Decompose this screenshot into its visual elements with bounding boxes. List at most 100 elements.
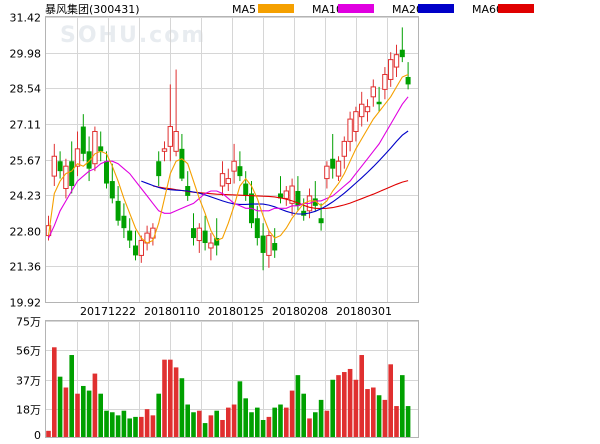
volume-bar [394,406,399,437]
volume-bar [353,379,359,437]
volume-bar [121,410,127,437]
candle-body-down [399,49,405,58]
volume-bar [376,395,382,437]
candle [161,141,168,162]
candle-body-up [347,118,353,142]
candle [51,143,57,187]
legend-label-ma5: MA5 [232,3,256,16]
volume-bar [156,393,161,437]
volume-bar [75,393,80,437]
candle-body-down [254,218,260,239]
candle-body-down [121,215,127,229]
volume-bar [52,347,57,437]
candle-body-down [214,238,220,246]
candle-body-up [283,190,290,199]
price-tick-label: 19.92 [10,297,42,310]
volume-bar [347,368,353,437]
ma-line-ma5 [47,73,409,244]
candle-body-up [225,178,232,185]
candle [364,99,371,122]
volume-bar [208,415,214,437]
volume-bar [405,406,411,437]
volume-bar [127,418,132,437]
volume-bar [359,355,364,437]
price-tick-label: 25.67 [10,155,42,168]
volume-bar [342,372,347,437]
candle [289,178,295,216]
volume-bar [173,367,179,437]
volume-bar [81,385,86,437]
volume-bar [144,409,150,437]
candle [214,218,220,256]
price-tick-label: 21.36 [10,261,42,274]
volume-axis-labels: 75万 56万 37万 18万 0 [16,316,41,443]
candle [208,233,214,261]
candle-body-up [196,227,203,242]
candle-body-down [260,235,266,253]
candle [335,156,342,182]
legend-swatch-ma60 [498,4,534,13]
candle-body-down [405,76,411,85]
volume-bar [330,379,335,437]
candle-body-down [243,183,249,196]
candle [63,158,69,199]
candle [370,79,377,107]
price-tick-label: 27.11 [10,119,42,132]
candle [86,136,92,182]
candle [382,67,388,100]
price-axis-labels: 31.42 29.98 28.54 27.11 25.67 24.23 22.80 21.36… [10,12,42,310]
candle [347,111,353,152]
volume-bar [214,410,219,437]
price-tick-label: 28.54 [10,83,42,96]
candle-body-up [382,73,388,90]
volume-bar [255,407,260,437]
candle [283,186,290,206]
volume-bar [231,404,237,437]
candle-body-down [156,161,162,177]
volume-bar [388,364,393,437]
candle-body-up [335,160,342,177]
volume-tick-label: 37万 [16,375,41,388]
candle [359,91,365,127]
volume-tick-label: 75万 [16,316,41,329]
candle [266,230,272,268]
ma-line-ma10 [48,96,409,239]
volume-tick-label: 18万 [16,404,41,417]
candle [324,161,330,189]
volume-bars [46,347,411,437]
candle-body-down [86,151,92,169]
candle-body-down [376,101,382,105]
volume-tick-label: 56万 [16,345,41,358]
candle-body-up [388,59,394,80]
candle-body-up [63,165,69,189]
candle-body-up [364,106,371,113]
candle [167,84,174,162]
candle [330,133,336,179]
candle-body-up [92,130,98,165]
volume-bar [202,423,208,437]
date-tick-label: 20180110 [144,305,200,318]
watermark: SOHU.com [60,23,206,48]
candles [45,27,411,271]
volume-bar [243,398,248,437]
candle-body-down [301,210,307,216]
legend-swatch-ma10 [338,4,374,13]
candle [278,176,283,204]
volume-bar [400,375,405,437]
candle-body-up [51,155,57,177]
ma-line-ma20 [141,130,409,215]
volume-bar [185,404,190,437]
price-panel-border [45,16,419,303]
candle [92,126,98,172]
volume-bar [324,410,330,437]
legend-swatch-ma20 [418,4,454,13]
candle-body-down [57,161,63,172]
candle [353,106,359,142]
date-tick-label: 20180125 [208,305,264,318]
candle [104,151,109,189]
candle-body-up [173,130,179,152]
candle-body-down [278,193,283,199]
volume-bar [197,410,202,437]
volume-bar [272,407,277,437]
price-tick-label: 24.23 [10,190,42,203]
